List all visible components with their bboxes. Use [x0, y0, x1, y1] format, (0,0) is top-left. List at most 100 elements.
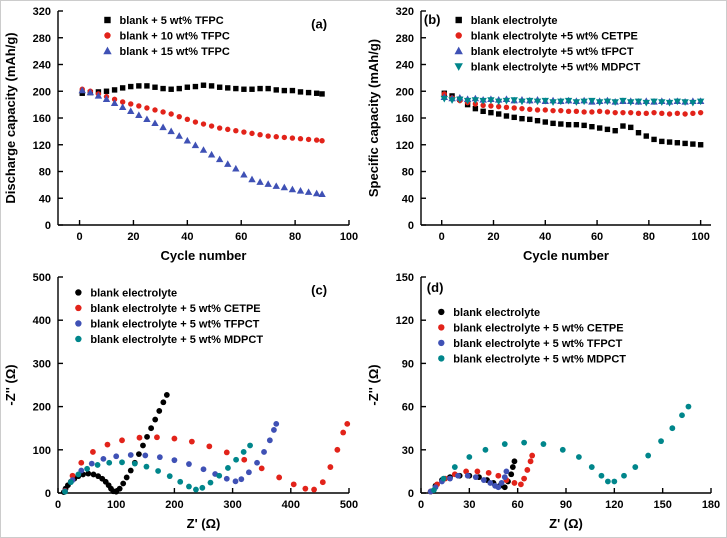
svg-text:100: 100 — [33, 445, 51, 457]
svg-text:30: 30 — [402, 445, 414, 457]
svg-text:80: 80 — [289, 231, 301, 243]
svg-text:100: 100 — [691, 231, 709, 243]
panel-label: (d) — [427, 280, 444, 295]
svg-text:80: 80 — [39, 167, 51, 179]
legend: blank electrolyte blank electrolyte +5 wt… — [454, 15, 641, 74]
svg-text:150: 150 — [653, 499, 671, 511]
svg-text:blank electrolyte: blank electrolyte — [453, 307, 540, 319]
svg-text:100: 100 — [340, 231, 358, 243]
svg-text:120: 120 — [396, 140, 414, 152]
series-1 — [79, 86, 325, 144]
svg-text:0: 0 — [55, 499, 61, 511]
svg-text:240: 240 — [396, 60, 414, 72]
svg-text:blank electrolyte + 5 wt% MDP: blank electrolyte + 5 wt% MDPCT — [90, 334, 263, 346]
panel-label: (a) — [311, 16, 327, 31]
tick-labels: 0 20 40 60 80 100 0 40 80 120 160 200 240 280 320 — [33, 6, 359, 243]
legend: blank electrolyte blank electrolyte + 5 w… — [438, 307, 626, 365]
svg-text:Z' (Ω): Z' (Ω) — [187, 516, 221, 531]
svg-text:40: 40 — [39, 193, 51, 205]
svg-text:320: 320 — [396, 6, 414, 18]
svg-text:blank + 10 wt% TFPC: blank + 10 wt% TFPC — [119, 31, 229, 43]
legend: blank electrolyte blank electrolyte + 5 w… — [75, 287, 263, 346]
svg-text:blank electrolyte +5 wt% CETPE: blank electrolyte +5 wt% CETPE — [471, 31, 638, 43]
svg-text:120: 120 — [396, 315, 414, 327]
svg-text:-Z'' (Ω): -Z'' (Ω) — [366, 364, 381, 405]
svg-text:240: 240 — [33, 60, 51, 72]
svg-text:160: 160 — [396, 113, 414, 125]
svg-text:0: 0 — [408, 488, 414, 500]
svg-text:500: 500 — [340, 499, 358, 511]
svg-text:blank electrolyte: blank electrolyte — [90, 287, 177, 299]
svg-text:blank + 15 wt% TFPC: blank + 15 wt% TFPC — [119, 46, 229, 58]
svg-text:200: 200 — [33, 86, 51, 98]
svg-text:60: 60 — [402, 402, 414, 414]
svg-text:Discharge capacity (mAh/g): Discharge capacity (mAh/g) — [3, 32, 18, 203]
panel-c-nyquist-chart: 0 100 200 300 400 500 0 100 200 300 400 500 Z' (Ω) -Z… — [3, 272, 359, 531]
svg-text:120: 120 — [605, 499, 623, 511]
svg-text:0: 0 — [45, 220, 51, 232]
svg-text:Specific capacity (mAh/g): Specific capacity (mAh/g) — [366, 39, 381, 197]
svg-text:20: 20 — [127, 231, 139, 243]
panel-a-discharge-capacity-chart: 0 20 40 60 80 100 0 40 80 120 160 200 240 280 320 Cycle… — [3, 6, 359, 263]
svg-text:blank electrolyte + 5 wt% TFP: blank electrolyte + 5 wt% TFPCT — [90, 318, 259, 330]
svg-text:400: 400 — [33, 315, 51, 327]
panel-d-nyquist-chart: 0 30 60 90 120 150 180 0 30 60 90 120 150 Z' (Ω) -Z'' … — [366, 272, 720, 531]
axis-titles: Z' (Ω) -Z'' (Ω) — [366, 364, 583, 531]
legend: blank + 5 wt% TFPC blank + 10 wt% TFPC bla… — [103, 15, 230, 58]
svg-text:60: 60 — [591, 231, 603, 243]
axes — [420, 10, 711, 226]
axis-titles: Cycle number Discharge capacity (mAh/g) — [3, 32, 246, 263]
series-1 — [441, 91, 704, 117]
series-3 — [430, 403, 692, 494]
svg-text:0: 0 — [408, 220, 414, 232]
svg-text:0: 0 — [418, 499, 424, 511]
svg-text:200: 200 — [396, 86, 414, 98]
svg-text:30: 30 — [463, 499, 475, 511]
series-0 — [60, 392, 170, 496]
axis-titles: Cycle number Specific capacity (mAh/g) — [366, 39, 609, 263]
svg-text:blank electrolyte + 5 wt% CET: blank electrolyte + 5 wt% CETPE — [90, 303, 260, 315]
series-2 — [62, 420, 280, 495]
svg-text:300: 300 — [223, 499, 241, 511]
series-3 — [440, 95, 705, 107]
panel-b-specific-capacity-chart: 0 20 40 60 80 100 0 40 80 120 160 200 240 280 320 Cycle… — [366, 6, 711, 263]
svg-text:400: 400 — [282, 499, 300, 511]
svg-text:500: 500 — [33, 272, 51, 284]
panel-label: (c) — [311, 282, 327, 297]
svg-text:120: 120 — [33, 140, 51, 152]
svg-text:280: 280 — [396, 33, 414, 45]
svg-text:300: 300 — [33, 358, 51, 370]
svg-text:Cycle number: Cycle number — [523, 248, 609, 263]
svg-text:-Z'' (Ω): -Z'' (Ω) — [3, 364, 18, 405]
svg-text:150: 150 — [396, 272, 414, 284]
svg-text:Z' (Ω): Z' (Ω) — [549, 516, 583, 531]
svg-text:blank electrolyte + 5 wt% CET: blank electrolyte + 5 wt% CETPE — [453, 322, 623, 334]
series-1 — [62, 420, 351, 494]
svg-text:blank electrolyte +5 wt% tFPCT: blank electrolyte +5 wt% tFPCT — [471, 46, 634, 58]
svg-text:blank electrolyte +5 wt% MDPCT: blank electrolyte +5 wt% MDPCT — [471, 62, 641, 74]
svg-text:160: 160 — [33, 113, 51, 125]
svg-text:blank + 5 wt% TFPC: blank + 5 wt% TFPC — [119, 15, 223, 27]
series-0 — [79, 82, 325, 97]
svg-text:90: 90 — [402, 358, 414, 370]
series-3 — [62, 442, 253, 495]
svg-text:90: 90 — [560, 499, 572, 511]
svg-text:40: 40 — [181, 231, 193, 243]
tick-labels: 0 100 200 300 400 500 0 100 200 300 400 500 — [33, 272, 359, 511]
series-1 — [427, 452, 536, 495]
svg-text:200: 200 — [33, 402, 51, 414]
svg-text:0: 0 — [439, 231, 445, 243]
svg-text:20: 20 — [487, 231, 499, 243]
axes — [57, 10, 350, 226]
panel-label: (b) — [424, 12, 441, 27]
series-2 — [78, 86, 326, 197]
svg-text:80: 80 — [402, 167, 414, 179]
svg-text:Cycle number: Cycle number — [161, 248, 247, 263]
svg-text:80: 80 — [643, 231, 655, 243]
svg-text:60: 60 — [512, 499, 524, 511]
svg-text:blank electrolyte + 5 wt% MDP: blank electrolyte + 5 wt% MDPCT — [453, 353, 626, 365]
svg-text:40: 40 — [402, 193, 414, 205]
axis-titles: Z' (Ω) -Z'' (Ω) — [3, 364, 220, 531]
svg-text:40: 40 — [539, 231, 551, 243]
